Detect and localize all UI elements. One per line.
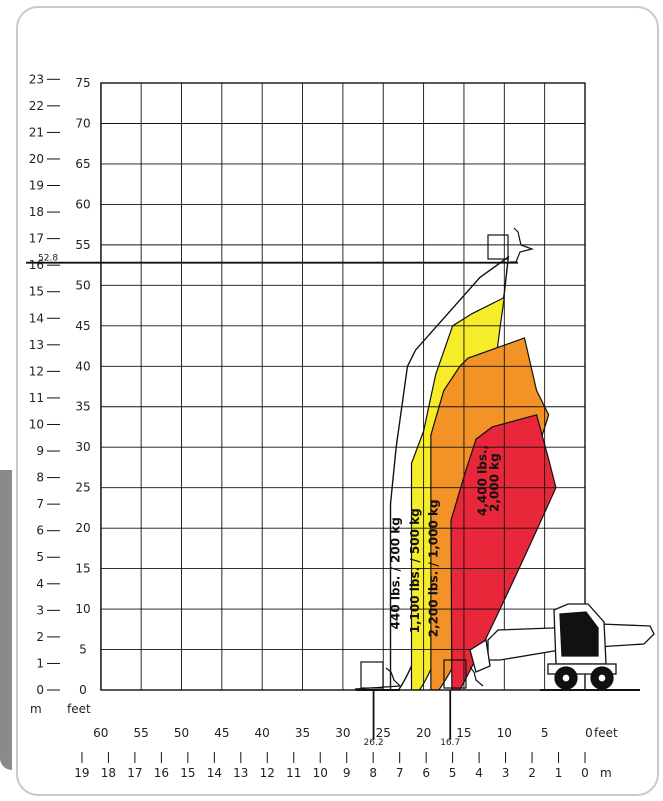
y-feet-tick-label: 30 bbox=[75, 440, 90, 454]
y-meter-tick-label: 21 bbox=[29, 125, 44, 139]
x-meter-tick-label: 19 bbox=[74, 766, 89, 780]
x-meter-tick-label: 9 bbox=[343, 766, 351, 780]
x-feet-tick-label: 45 bbox=[214, 726, 229, 740]
x-meter-tick-label: 14 bbox=[207, 766, 222, 780]
x-meter-tick-label: 17 bbox=[127, 766, 142, 780]
x-meter-tick-label: 16 bbox=[154, 766, 169, 780]
y-meter-tick-label: 20 bbox=[29, 152, 44, 166]
y-meter-tick-label: 1 bbox=[36, 656, 44, 670]
x-meter-tick-label: 8 bbox=[369, 766, 377, 780]
x-feet-tick-label: 0 bbox=[585, 726, 593, 740]
x-meter-tick-label: 13 bbox=[233, 766, 248, 780]
y-feet-tick-label: 45 bbox=[75, 319, 90, 333]
x-meter-tick-label: 4 bbox=[475, 766, 483, 780]
max-height-label: 52.8 bbox=[38, 254, 58, 264]
x-feet-tick-label: 20 bbox=[416, 726, 431, 740]
y-feet-tick-label: 15 bbox=[75, 562, 90, 576]
y-meter-tick-label: 0 bbox=[36, 683, 44, 697]
x-meter-tick-label: 0 bbox=[581, 766, 589, 780]
y-meter-tick-label: 23 bbox=[29, 72, 44, 86]
plot-border bbox=[100, 82, 586, 691]
x-meter-unit: m bbox=[600, 766, 612, 780]
y-meter-tick-label: 5 bbox=[36, 550, 44, 564]
reach-label-a: 26.2 bbox=[364, 738, 384, 748]
reach-label-b: 16.7 bbox=[440, 738, 460, 748]
x-meter-tick-label: 12 bbox=[260, 766, 275, 780]
x-axis-feet-labels: 60 55 50 45 40 35 30 25 20 15 10 5 0 bbox=[93, 726, 593, 740]
telehandler-icon bbox=[469, 603, 655, 691]
y-meter-tick-label: 12 bbox=[29, 364, 44, 378]
y-meter-tick-label: 3 bbox=[36, 603, 44, 617]
y-meter-tick-label: 2 bbox=[36, 630, 44, 644]
y-meter-tick-label: 17 bbox=[29, 232, 44, 246]
x-meter-tick-label: 11 bbox=[286, 766, 301, 780]
x-feet-tick-label: 5 bbox=[541, 726, 549, 740]
x-meter-tick-label: 10 bbox=[313, 766, 328, 780]
zone-label-2000kg: 4,400 lbs., 2,000 kg bbox=[476, 445, 502, 516]
y-meter-tick-label: 13 bbox=[29, 338, 44, 352]
y-feet-tick-label: 40 bbox=[75, 359, 90, 373]
zone-label-1000kg: 2,200 lbs. / 1,000 kg bbox=[426, 499, 440, 637]
x-meter-tick-label: 3 bbox=[502, 766, 510, 780]
zone-label-2000kg-lbs: 4,400 lbs., bbox=[476, 445, 490, 516]
x-feet-tick-label: 10 bbox=[497, 726, 512, 740]
y-meter-tick-label: 22 bbox=[29, 99, 44, 113]
y-feet-tick-label: 50 bbox=[75, 278, 90, 292]
x-feet-tick-label: 15 bbox=[456, 726, 471, 740]
zone-label-500kg: 1,100 lbs. / 500 kg bbox=[408, 508, 422, 633]
x-meter-tick-label: 2 bbox=[528, 766, 536, 780]
x-feet-tick-label: 35 bbox=[295, 726, 310, 740]
y-meter-tick-label: 11 bbox=[29, 391, 44, 405]
y-feet-tick-label: 75 bbox=[75, 76, 90, 90]
x-meter-tick-label: 7 bbox=[396, 766, 404, 780]
grid-lines bbox=[100, 83, 585, 690]
fork-carriage-icon bbox=[354, 227, 535, 690]
x-meter-tick-label: 5 bbox=[449, 766, 457, 780]
y-feet-tick-label: 65 bbox=[75, 157, 90, 171]
y-feet-tick-label: 5 bbox=[79, 643, 87, 657]
y-meter-tick-label: 8 bbox=[36, 471, 44, 485]
x-meter-tick-label: 1 bbox=[555, 766, 563, 780]
y-meter-unit: m bbox=[30, 702, 42, 716]
x-feet-tick-label: 25 bbox=[376, 726, 391, 740]
zone-label-200kg: 440 lbs. / 200 kg bbox=[388, 517, 402, 629]
y-meter-tick-label: 15 bbox=[29, 285, 44, 299]
y-axis-feet-labels: 0 5 10 15 20 25 30 35 40 45 50 55 60 65 70 75 bbox=[75, 76, 90, 697]
y-feet-unit: feet bbox=[67, 702, 91, 716]
y-feet-tick-label: 55 bbox=[75, 238, 90, 252]
y-meter-tick-label: 19 bbox=[29, 179, 44, 193]
x-feet-tick-label: 55 bbox=[134, 726, 149, 740]
y-meter-tick-label: 6 bbox=[36, 524, 44, 538]
x-feet-tick-label: 30 bbox=[335, 726, 350, 740]
y-feet-tick-label: 25 bbox=[75, 481, 90, 495]
y-feet-tick-label: 70 bbox=[75, 116, 90, 130]
y-meter-tick-label: 9 bbox=[36, 444, 44, 458]
y-meter-tick-label: 7 bbox=[36, 497, 44, 511]
y-meter-tick-label: 14 bbox=[29, 311, 44, 325]
x-meter-tick-label: 15 bbox=[180, 766, 195, 780]
y-feet-tick-label: 60 bbox=[75, 197, 90, 211]
y-feet-tick-label: 10 bbox=[75, 602, 90, 616]
zone-label-2000kg-kg: 2,000 kg bbox=[488, 453, 502, 512]
y-meter-tick-label: 18 bbox=[29, 205, 44, 219]
y-feet-tick-label: 0 bbox=[79, 683, 87, 697]
y-feet-tick-label: 20 bbox=[75, 521, 90, 535]
x-feet-tick-label: 40 bbox=[255, 726, 270, 740]
x-axis-meter-labels: 19 18 17 16 15 14 13 12 11 10 9 8 7 6 5 4 3 2 1 0 bbox=[74, 752, 589, 780]
y-meter-tick-label: 4 bbox=[36, 577, 44, 591]
load-zone-2000kg bbox=[450, 414, 557, 690]
x-feet-unit: feet bbox=[594, 726, 618, 740]
side-accent-bar bbox=[0, 470, 12, 770]
y-meter-tick-label: 16 bbox=[29, 258, 44, 272]
y-meter-tick-label: 10 bbox=[29, 417, 44, 431]
x-feet-tick-label: 50 bbox=[174, 726, 189, 740]
y-feet-tick-label: 35 bbox=[75, 400, 90, 414]
x-feet-tick-label: 60 bbox=[93, 726, 108, 740]
x-meter-tick-label: 18 bbox=[101, 766, 116, 780]
x-meter-tick-label: 6 bbox=[422, 766, 430, 780]
